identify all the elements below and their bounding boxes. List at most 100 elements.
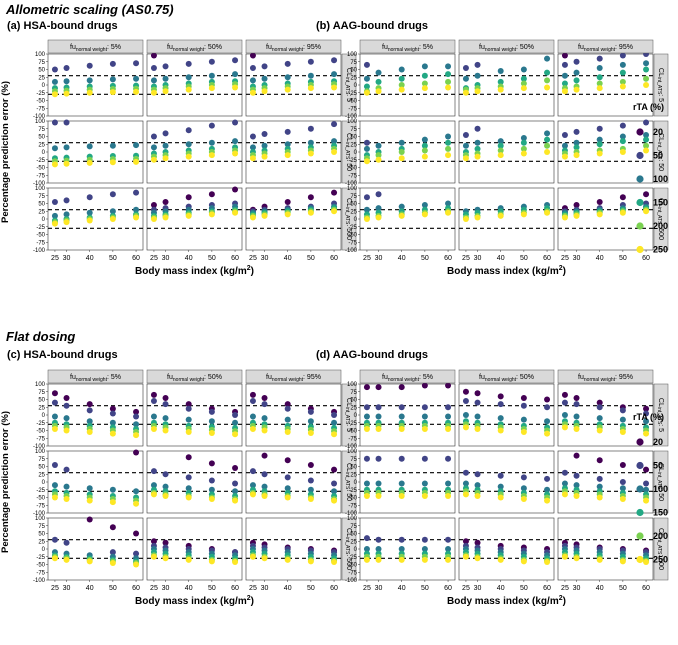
data-point (445, 78, 452, 85)
data-point (307, 58, 314, 65)
data-point (331, 497, 338, 504)
legend-swatch (636, 175, 644, 183)
y-tick-label: -75 (36, 503, 45, 509)
strip-fu-main: fu (578, 374, 584, 381)
data-point (249, 413, 256, 420)
strip-fu-value: : 5% (107, 374, 121, 381)
panel-d-1-1 (458, 450, 555, 514)
y-tick-label: 25 (350, 142, 357, 148)
data-point (162, 492, 169, 499)
data-point (208, 477, 215, 484)
data-point (462, 491, 469, 498)
data-point (520, 394, 527, 401)
data-point (474, 492, 481, 499)
y-tick-label: 25 (350, 405, 357, 411)
y-tick-label: 75 (38, 194, 45, 200)
data-point (520, 85, 527, 92)
strip-cl-value: : 5 (345, 424, 352, 432)
y-tick-label: 50 (38, 398, 45, 404)
panel-d-1-2 (557, 450, 654, 514)
strip-fu-box (557, 39, 654, 54)
data-point (208, 152, 215, 159)
data-point (520, 80, 527, 87)
data-point (462, 89, 469, 96)
panel-frame (47, 517, 144, 581)
data-point (86, 143, 93, 150)
data-point (150, 144, 157, 151)
data-point (398, 82, 405, 88)
strip-fu-sub: normal weight (272, 47, 304, 53)
data-point (573, 86, 580, 93)
data-point (643, 60, 650, 67)
data-point (544, 497, 551, 504)
data-point (398, 155, 405, 162)
y-tick-label: -25 (348, 225, 357, 231)
data-point (643, 466, 650, 473)
data-point (86, 209, 93, 216)
data-point (398, 66, 405, 73)
panel-a-2-2: 25 30 40 50 60 (245, 187, 342, 262)
data-point (596, 198, 603, 205)
strip-fu-main: fu (382, 44, 388, 51)
data-point (162, 214, 169, 221)
x-tick-label: 40 (185, 585, 193, 592)
data-point (284, 128, 291, 135)
data-point (573, 401, 580, 408)
y-tick-label: 100 (347, 382, 358, 388)
data-point (208, 191, 215, 198)
data-point (109, 559, 116, 566)
y-tick-label: -100 (33, 181, 46, 187)
legend-label: 20 (653, 437, 663, 447)
panel-frame (146, 517, 243, 581)
data-point (150, 553, 157, 560)
data-point (63, 483, 70, 490)
data-point (133, 500, 140, 507)
data-point (643, 410, 650, 417)
data-point (284, 401, 291, 408)
y-tick-label: -75 (36, 570, 45, 576)
y-tick-label: 25 (38, 142, 45, 148)
data-point (497, 415, 504, 422)
data-point (474, 539, 481, 546)
data-point (497, 472, 504, 479)
x-tick-label: 30 (573, 585, 581, 592)
legend-title: rTA (%) (633, 102, 664, 112)
y-tick-label: -100 (33, 248, 46, 254)
x-tick-label: 50 (109, 255, 117, 262)
x-axis-label-main: Body mass index (kg/m (135, 596, 247, 607)
y-tick-label: -75 (348, 173, 357, 179)
data-point (573, 413, 580, 420)
data-point (86, 497, 93, 504)
data-point (421, 556, 428, 563)
y-tick-label: 0 (354, 83, 358, 89)
strip-cl-label: CLint_ATS: 5 (656, 398, 664, 432)
data-point (63, 496, 70, 503)
y-tick-label: 75 (38, 60, 45, 66)
data-point (474, 390, 481, 397)
strip-cl-main: CL (657, 528, 664, 537)
legend-swatch (636, 198, 644, 207)
panel-frame (47, 120, 144, 184)
data-point (51, 91, 58, 98)
data-point (185, 86, 192, 93)
legend-title: rTA (%) (633, 412, 664, 422)
x-tick-label: 60 (543, 255, 551, 262)
data-point (561, 553, 568, 560)
strip-fu-main: fu (70, 44, 76, 51)
data-point (63, 539, 70, 546)
data-point (51, 212, 58, 219)
data-point (520, 416, 527, 423)
data-point (462, 64, 469, 71)
data-point (150, 538, 157, 545)
panel-c-2-0: 25 30 40 50 60 (47, 516, 144, 592)
data-point (185, 127, 192, 134)
data-point (109, 410, 116, 417)
x-tick-label: 30 (474, 255, 482, 262)
data-point (86, 485, 93, 492)
data-point (497, 68, 504, 75)
data-point (249, 155, 256, 162)
data-point (249, 398, 256, 405)
data-point (445, 536, 452, 543)
data-point (561, 72, 568, 79)
data-point (573, 139, 580, 146)
